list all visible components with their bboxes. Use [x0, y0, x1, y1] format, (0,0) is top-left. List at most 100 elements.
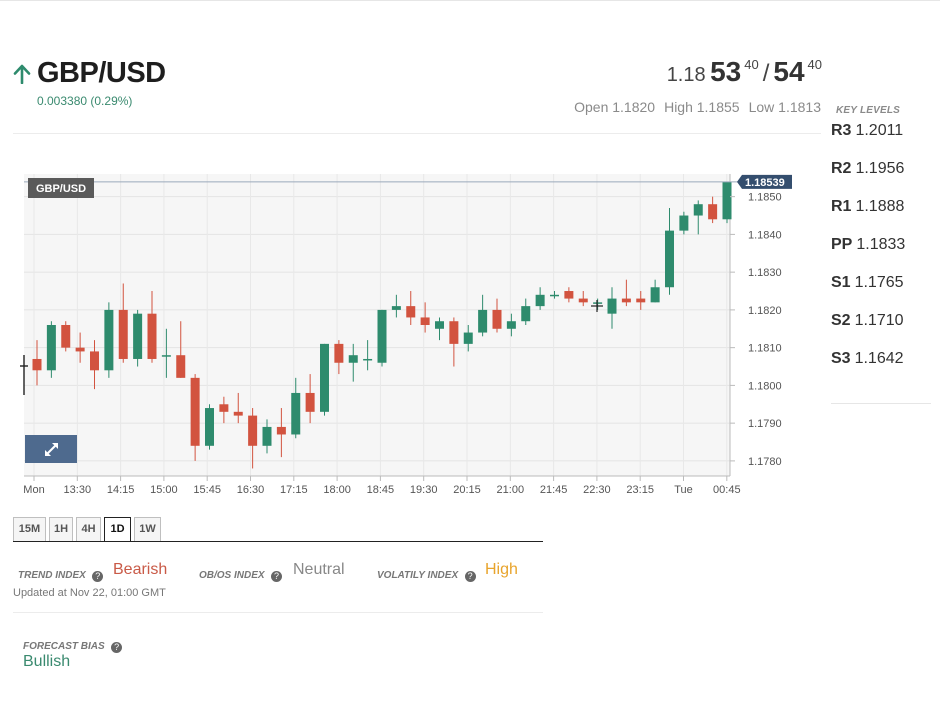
key-level-s1: S1 1.1765 [831, 274, 904, 291]
tab-1h[interactable]: 1H [49, 517, 73, 542]
candle [334, 340, 344, 375]
candle [291, 377, 301, 439]
candle [506, 313, 516, 337]
candle [147, 291, 157, 363]
candle-body-down [176, 355, 186, 378]
key-level-s3: S3 1.1642 [831, 350, 904, 367]
candle [205, 404, 214, 450]
candle [233, 392, 243, 424]
x-tick-label: Tue [674, 484, 693, 496]
tab-1w[interactable]: 1W [134, 517, 161, 542]
candle-body-up [693, 204, 703, 216]
candle-body-down [334, 343, 344, 363]
candle [32, 340, 42, 386]
candle [133, 309, 143, 367]
candle-body-up [161, 355, 171, 357]
key-level-pp: PP 1.1833 [831, 236, 906, 253]
candle [305, 374, 315, 424]
x-tick-label: 00:45 [713, 484, 741, 496]
question-circle-icon[interactable]: ? [111, 642, 123, 653]
symbol-tag: GBP/USD [36, 183, 86, 195]
top-divider [0, 0, 940, 1]
question-circle-icon[interactable]: ? [464, 571, 476, 582]
volatility-index-value: High [485, 561, 518, 578]
obos-index-value: Neutral [293, 561, 345, 578]
candle [61, 321, 71, 352]
price-change: 0.003380 (0.29%) [37, 94, 133, 108]
x-tick-label: 14:15 [107, 484, 135, 496]
key-level-r1: R1 1.1888 [831, 198, 905, 215]
updated-timestamp: Updated at Nov 22, 01:00 GMT [13, 587, 166, 599]
x-tick-label: 19:30 [410, 484, 438, 496]
candle [665, 207, 674, 295]
y-tick-label: 1.1800 [748, 380, 782, 392]
expand-button[interactable] [25, 435, 77, 463]
candle [708, 196, 718, 224]
y-axis-labels: 1.1780 1.1790 1.1800 1.1810 1.1820 1.1830 1.18… [730, 192, 782, 468]
candle [363, 340, 373, 371]
key-levels-list: R3 1.2011 R2 1.1956 R1 1.1888 PP 1.1833 S1 1.… [831, 121, 931, 387]
candle [176, 321, 186, 378]
candle [693, 200, 703, 235]
candle-body-up [607, 298, 617, 314]
candle [104, 302, 114, 378]
candle [535, 287, 545, 310]
symbol-tag-bg [28, 178, 94, 198]
question-circle-icon[interactable]: ? [92, 571, 104, 582]
trend-index-value: Bearish [113, 561, 168, 578]
candle-body-down [90, 351, 99, 371]
candle-body-up [550, 294, 559, 297]
candle [578, 291, 588, 307]
candlesticks [32, 181, 732, 469]
x-tick-label: 23:15 [626, 484, 654, 496]
candle [219, 396, 229, 424]
question-circle-icon[interactable]: ? [271, 571, 283, 582]
bid-pip: 40 [744, 57, 759, 72]
candle [435, 317, 444, 341]
candle-body-up [521, 306, 531, 322]
candle-body-up [320, 343, 329, 412]
candle-body-up [535, 294, 545, 307]
y-tick-label: 1.1780 [748, 456, 782, 468]
candle-body-down [305, 392, 315, 412]
tab-15m[interactable]: 15M [13, 517, 46, 542]
candle [621, 279, 631, 307]
candle [406, 291, 416, 325]
y-tick-label: 1.1830 [748, 267, 782, 279]
obos-index-label: OB/OS INDEX [199, 570, 265, 581]
candle-body-up [262, 426, 272, 446]
candle-body-down [449, 321, 459, 344]
x-tick-label: 15:45 [193, 484, 221, 496]
candle-body-down [147, 313, 157, 359]
tabs-underline [13, 541, 543, 542]
candle-body-up [506, 321, 516, 329]
candle-body-up [593, 302, 603, 304]
quote-separator: / [762, 60, 770, 87]
candle [564, 287, 574, 303]
bid-prefix: 1.18 [666, 64, 706, 86]
volatility-index-label: VOLATILY INDEX [377, 570, 459, 581]
candle-body-down [61, 325, 71, 348]
key-levels-divider [831, 403, 931, 404]
tab-4h[interactable]: 4H [76, 517, 101, 542]
price-chart[interactable]: 1.1780 1.1790 1.1800 1.1810 1.1820 1.1830 1.18… [0, 160, 800, 505]
candle [550, 291, 559, 299]
tab-1d[interactable]: 1D [104, 517, 131, 542]
bid-big-figure: 53 [710, 56, 742, 87]
candle-body-up [391, 306, 401, 310]
candle [90, 340, 99, 390]
candle [492, 298, 502, 333]
x-tick-label: 21:00 [497, 484, 525, 496]
candle [449, 317, 459, 367]
key-levels-title: KEY LEVELS [836, 105, 901, 116]
x-tick-label: 22:30 [583, 484, 611, 496]
arrow-up-icon [13, 64, 31, 84]
header-divider [13, 133, 821, 134]
candle-body-up [363, 358, 373, 361]
candle-body-down [636, 298, 646, 303]
trend-index: TREND INDEX ? [18, 565, 104, 583]
candle [478, 294, 488, 337]
candle-body-down [190, 377, 200, 446]
candle-body-down [708, 204, 718, 220]
candle-body-up [679, 215, 689, 231]
